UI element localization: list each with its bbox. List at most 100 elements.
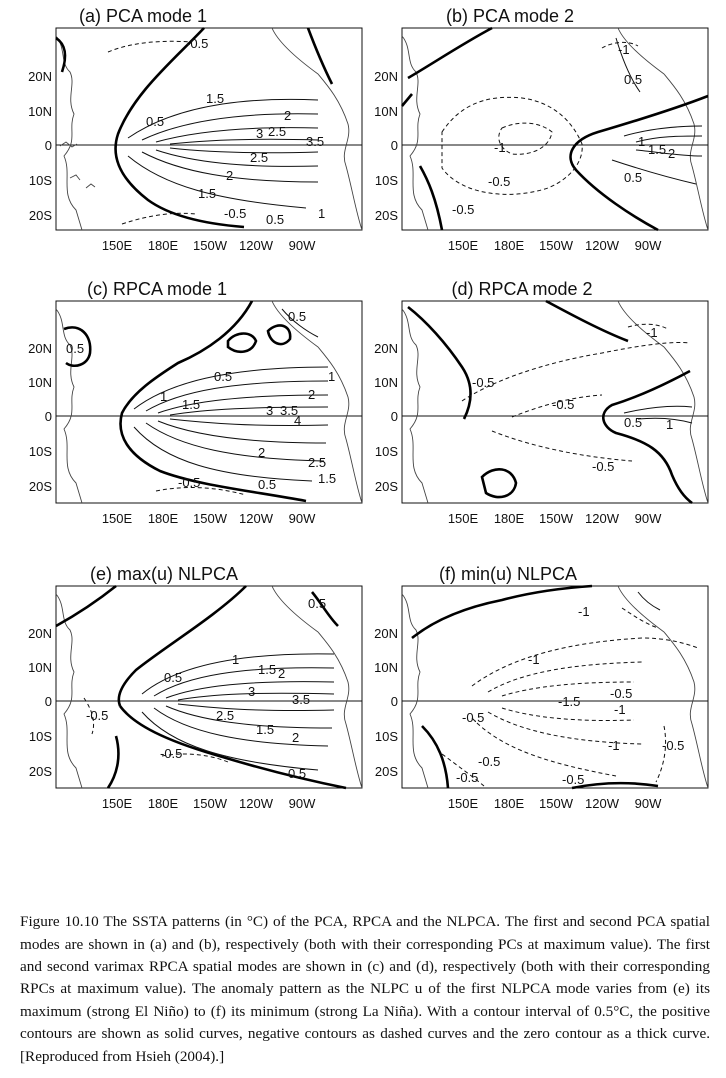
panel-frame bbox=[401, 585, 709, 789]
contour-label: -1 bbox=[646, 325, 658, 340]
x-tick-label: 150E bbox=[448, 511, 479, 526]
x-tick-label: 90W bbox=[635, 796, 662, 811]
y-tick-label: 20S bbox=[375, 479, 398, 494]
contour-label: 3 bbox=[266, 403, 273, 418]
contour-label: 4 bbox=[294, 413, 301, 428]
contour-label: 0.5 bbox=[146, 114, 164, 129]
y-tick-label: 0 bbox=[45, 409, 52, 424]
panel-title-d: (d) RPCA mode 2 bbox=[451, 279, 592, 299]
contour-label: 0.5 bbox=[258, 477, 276, 492]
y-tick-label: 20N bbox=[374, 69, 398, 84]
x-tick-label: 150E bbox=[448, 796, 479, 811]
panel-c: (c) RPCA mode 1 0.5 bbox=[28, 279, 363, 526]
panel-title-b: (b) PCA mode 2 bbox=[446, 6, 574, 26]
x-tick-label: 150E bbox=[448, 238, 479, 253]
y-tick-label: 10N bbox=[374, 660, 398, 675]
x-tick-label: 90W bbox=[289, 511, 316, 526]
x-axis-ticks: 150E 180E 150W 120W 90W bbox=[448, 511, 662, 526]
contour-label: 0.5 bbox=[266, 212, 284, 227]
contour-label: 1 bbox=[160, 389, 167, 404]
y-tick-label: 20S bbox=[375, 764, 398, 779]
panel-title-a: (a) PCA mode 1 bbox=[79, 6, 207, 26]
contour-label: 1 bbox=[318, 206, 325, 221]
x-tick-label: 180E bbox=[148, 796, 179, 811]
x-tick-label: 180E bbox=[148, 238, 179, 253]
contour-label: -0.5 bbox=[456, 770, 478, 785]
contour-label: 0.5 bbox=[214, 369, 232, 384]
panel-b: (b) PCA mode 2 -1 0.5 -1 bbox=[374, 6, 709, 253]
y-tick-label: 20S bbox=[375, 208, 398, 223]
contour-label: 1 bbox=[666, 417, 673, 432]
y-axis-ticks: 20N 10N 0 10S 20S bbox=[28, 626, 52, 779]
contour-label: 0.5 bbox=[624, 170, 642, 185]
x-tick-label: 150W bbox=[539, 796, 574, 811]
y-tick-label: 20N bbox=[374, 626, 398, 641]
x-tick-label: 90W bbox=[635, 511, 662, 526]
x-tick-label: 150W bbox=[193, 238, 228, 253]
contour-label: -0.5 bbox=[224, 206, 246, 221]
contour-label: -1 bbox=[528, 652, 540, 667]
x-axis-ticks: 150E 180E 150W 120W 90W bbox=[448, 796, 662, 811]
panel-e: (e) max(u) NLPCA 0 bbox=[28, 564, 363, 811]
contour-label: 2.5 bbox=[250, 150, 268, 165]
negative-contours bbox=[461, 323, 691, 462]
panel-title-f: (f) min(u) NLPCA bbox=[439, 564, 577, 584]
y-tick-label: 10N bbox=[374, 104, 398, 119]
contour-label: 0.5 bbox=[288, 766, 306, 781]
coastlines bbox=[401, 27, 709, 231]
positive-contours bbox=[637, 591, 661, 611]
contour-labels: -1 -1 -1.5 -0.5 -0.5 -0.5 -1 -1 -0.5 -0.… bbox=[456, 604, 684, 787]
y-tick-label: 20N bbox=[28, 69, 52, 84]
contour-label: -1 bbox=[608, 738, 620, 753]
y-tick-label: 20N bbox=[374, 341, 398, 356]
panel-frame bbox=[55, 585, 363, 789]
contour-label: -0.5 bbox=[86, 708, 108, 723]
contour-label: 2 bbox=[226, 168, 233, 183]
panel-frame bbox=[401, 300, 709, 504]
thick-zero-contour bbox=[55, 27, 334, 229]
x-tick-label: 90W bbox=[635, 238, 662, 253]
positive-contours bbox=[127, 98, 319, 209]
y-tick-label: 10N bbox=[28, 375, 52, 390]
thick-zero-contour bbox=[55, 584, 347, 790]
contour-labels: -1 0.5 -1 1.5 2 1 0.5 -0.5 -0.5 bbox=[452, 42, 675, 217]
y-tick-label: 10N bbox=[28, 104, 52, 119]
contour-labels: -0.5 -0.5 0.5 1 -0.5 -1 bbox=[472, 325, 673, 474]
contour-label: -0.5 bbox=[186, 36, 208, 51]
y-tick-label: 0 bbox=[391, 409, 398, 424]
contour-labels: -0.5 1.5 2 2.5 3 3.5 0.5 2.5 2 1.5 0.5 1… bbox=[146, 36, 325, 227]
contour-label: 2 bbox=[292, 730, 299, 745]
x-tick-label: 120W bbox=[585, 511, 620, 526]
contour-label: -1.5 bbox=[558, 694, 580, 709]
x-tick-label: 180E bbox=[494, 238, 525, 253]
x-axis-ticks: 150E 180E 150W 120W 90W bbox=[102, 511, 316, 526]
x-tick-label: 150E bbox=[102, 796, 133, 811]
y-tick-label: 20N bbox=[28, 341, 52, 356]
contour-label: -0.5 bbox=[160, 746, 182, 761]
contour-label: 0.5 bbox=[624, 415, 642, 430]
x-tick-label: 90W bbox=[289, 238, 316, 253]
contour-label: 1 bbox=[232, 652, 239, 667]
x-tick-label: 150W bbox=[539, 511, 574, 526]
x-tick-label: 180E bbox=[148, 511, 179, 526]
y-tick-label: 0 bbox=[391, 138, 398, 153]
positive-contours bbox=[133, 308, 329, 482]
contour-label: 3 bbox=[256, 126, 263, 141]
contour-label: -0.5 bbox=[552, 397, 574, 412]
x-tick-label: 150E bbox=[102, 511, 133, 526]
contour-label: 1.5 bbox=[182, 397, 200, 412]
y-tick-label: 10S bbox=[375, 444, 398, 459]
panel-frame bbox=[55, 300, 363, 504]
contour-label: -0.5 bbox=[462, 710, 484, 725]
contour-label: 3 bbox=[248, 684, 255, 699]
contour-label: 2 bbox=[284, 108, 291, 123]
panel-f: (f) min(u) NLPCA -1 -1 bbox=[374, 564, 709, 811]
contour-label: 1.5 bbox=[258, 662, 276, 677]
negative-contours bbox=[441, 607, 699, 787]
coastlines bbox=[55, 300, 363, 504]
contour-label: 1.5 bbox=[198, 186, 216, 201]
x-tick-label: 150E bbox=[102, 238, 133, 253]
contour-label: 3.5 bbox=[280, 403, 298, 418]
negative-contours bbox=[107, 40, 197, 225]
y-tick-label: 0 bbox=[45, 694, 52, 709]
